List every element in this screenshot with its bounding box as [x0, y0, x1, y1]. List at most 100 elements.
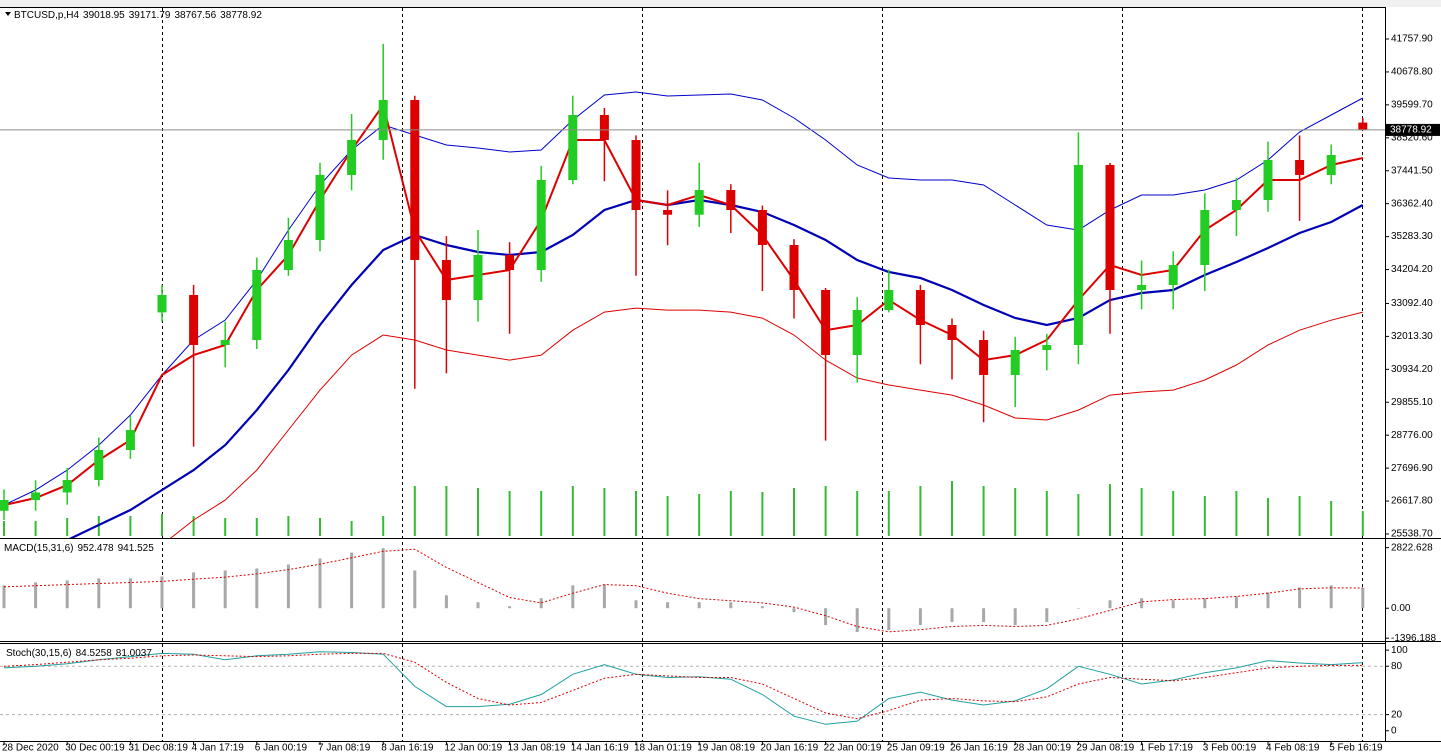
y-tick-label: 32013.30 — [1391, 331, 1433, 342]
candle-body — [125, 430, 135, 451]
volume-bar — [1045, 491, 1048, 536]
candle-body — [947, 324, 957, 341]
candle-body — [1010, 349, 1020, 375]
candle-body — [1137, 284, 1147, 290]
volume-bar — [856, 491, 859, 536]
x-tick-label: 1 Feb 17:19 — [1140, 743, 1194, 754]
x-tick-label: 4 Feb 08:19 — [1266, 743, 1320, 754]
macd-bar — [508, 606, 512, 609]
y-tick-label: 41757.90 — [1391, 34, 1433, 45]
volume-bar — [413, 486, 416, 536]
volume-bar — [951, 481, 953, 536]
candle-body — [915, 289, 925, 325]
candle-body — [347, 139, 357, 175]
candle-body — [789, 245, 799, 290]
y-tick-label: 26617.80 — [1391, 496, 1433, 507]
header-part: MACD(15,31,6) — [4, 543, 73, 554]
candle-body — [473, 254, 483, 300]
candle-body — [694, 190, 704, 215]
y-tick-label: 30934.20 — [1391, 364, 1433, 375]
y-tick-label: 0.00 — [1391, 603, 1411, 614]
macd-bar — [950, 608, 954, 623]
volume-bar — [1298, 496, 1301, 536]
y-tick-label: 100 — [1391, 645, 1408, 656]
volume-bar — [161, 514, 163, 536]
candle-body — [220, 340, 230, 345]
volume-bar — [666, 496, 669, 536]
candle-body — [1073, 164, 1083, 345]
macd-bar — [286, 564, 290, 609]
x-tick-label: 31 Dec 08:19 — [128, 743, 188, 754]
volume-bar — [192, 516, 195, 536]
indicator-line — [3, 91, 1364, 506]
macd-bar — [697, 602, 701, 609]
macd-bar — [1076, 608, 1080, 609]
x-tick-label: 19 Jan 08:19 — [697, 743, 755, 754]
macd-bar — [1329, 585, 1333, 609]
x-tick-label: 22 Jan 00:19 — [824, 743, 882, 754]
y-tick-label: 34204.20 — [1391, 264, 1433, 275]
x-tick-label: 3 Feb 00:19 — [1203, 743, 1257, 754]
candle-body — [884, 289, 894, 311]
macd-bar — [65, 580, 69, 609]
indicator-line — [170, 307, 1363, 538]
macd-bar — [255, 568, 259, 609]
indicator-line — [3, 102, 1364, 507]
macd-bar — [792, 608, 796, 613]
volume-bar — [1330, 501, 1333, 536]
volume-bar — [1140, 488, 1143, 536]
macd-bar — [1013, 608, 1017, 626]
volume-bar — [1172, 491, 1175, 536]
macd-bar — [918, 608, 922, 626]
volume-bar — [919, 486, 922, 536]
volume-bar — [3, 521, 5, 536]
candle-body — [757, 209, 767, 246]
x-tick-label: 4 Jan 17:19 — [192, 743, 245, 754]
y-tick-label: 36362.40 — [1391, 198, 1433, 209]
macd-bar — [1045, 608, 1049, 623]
volume-bar — [445, 486, 448, 536]
menu-arrow[interactable] — [5, 12, 11, 16]
volume-bar — [1109, 484, 1111, 536]
x-tick-label: 12 Jan 00:19 — [444, 743, 502, 754]
header-part: Stoch(30,15,6) — [6, 648, 72, 659]
volume-bar — [382, 516, 385, 536]
volume-bar — [66, 518, 69, 536]
macd-bar — [982, 608, 986, 623]
header-part: 941.525 — [118, 543, 155, 554]
macd-bar — [571, 585, 575, 609]
x-tick-label: 28 Dec 2020 — [2, 743, 59, 754]
header-part: 39018.95 — [83, 10, 125, 21]
candle-body — [1200, 209, 1210, 265]
panel — [0, 651, 1385, 725]
volume-bar — [603, 488, 606, 536]
y-tick-label: 39599.70 — [1391, 100, 1433, 111]
volume-bar — [224, 518, 227, 536]
candle-body — [599, 114, 609, 140]
macd-bar — [381, 548, 385, 609]
stoch-line — [3, 652, 1363, 720]
macd-bar — [729, 602, 733, 609]
macd-bar — [476, 602, 480, 609]
indicator-header: MACD(15,31,6) 952.478 941.525 — [4, 543, 154, 554]
volume-bar — [698, 494, 701, 536]
price-label: 38778.92 — [1390, 125, 1432, 136]
candle-body — [979, 340, 989, 375]
candle-body — [315, 174, 325, 240]
y-tick-label: 20 — [1391, 709, 1403, 720]
candle-body — [1263, 160, 1273, 200]
volume-bar — [729, 491, 732, 536]
x-tick-label: 8 Jan 16:19 — [381, 743, 434, 754]
indicator-line — [69, 198, 1364, 538]
x-tick-label: 13 Jan 08:19 — [508, 743, 566, 754]
x-tick-label: 5 Feb 16:19 — [1329, 743, 1383, 754]
volume-bar — [129, 516, 132, 536]
panel — [0, 43, 1368, 538]
volume-bar — [1267, 498, 1269, 536]
header-part: 84.5258 — [76, 648, 113, 659]
y-tick-label: 35283.30 — [1391, 231, 1433, 242]
candle-body — [189, 294, 199, 345]
candle-body — [631, 139, 641, 210]
macd-bar — [318, 558, 322, 609]
macd-bar — [1140, 598, 1144, 609]
